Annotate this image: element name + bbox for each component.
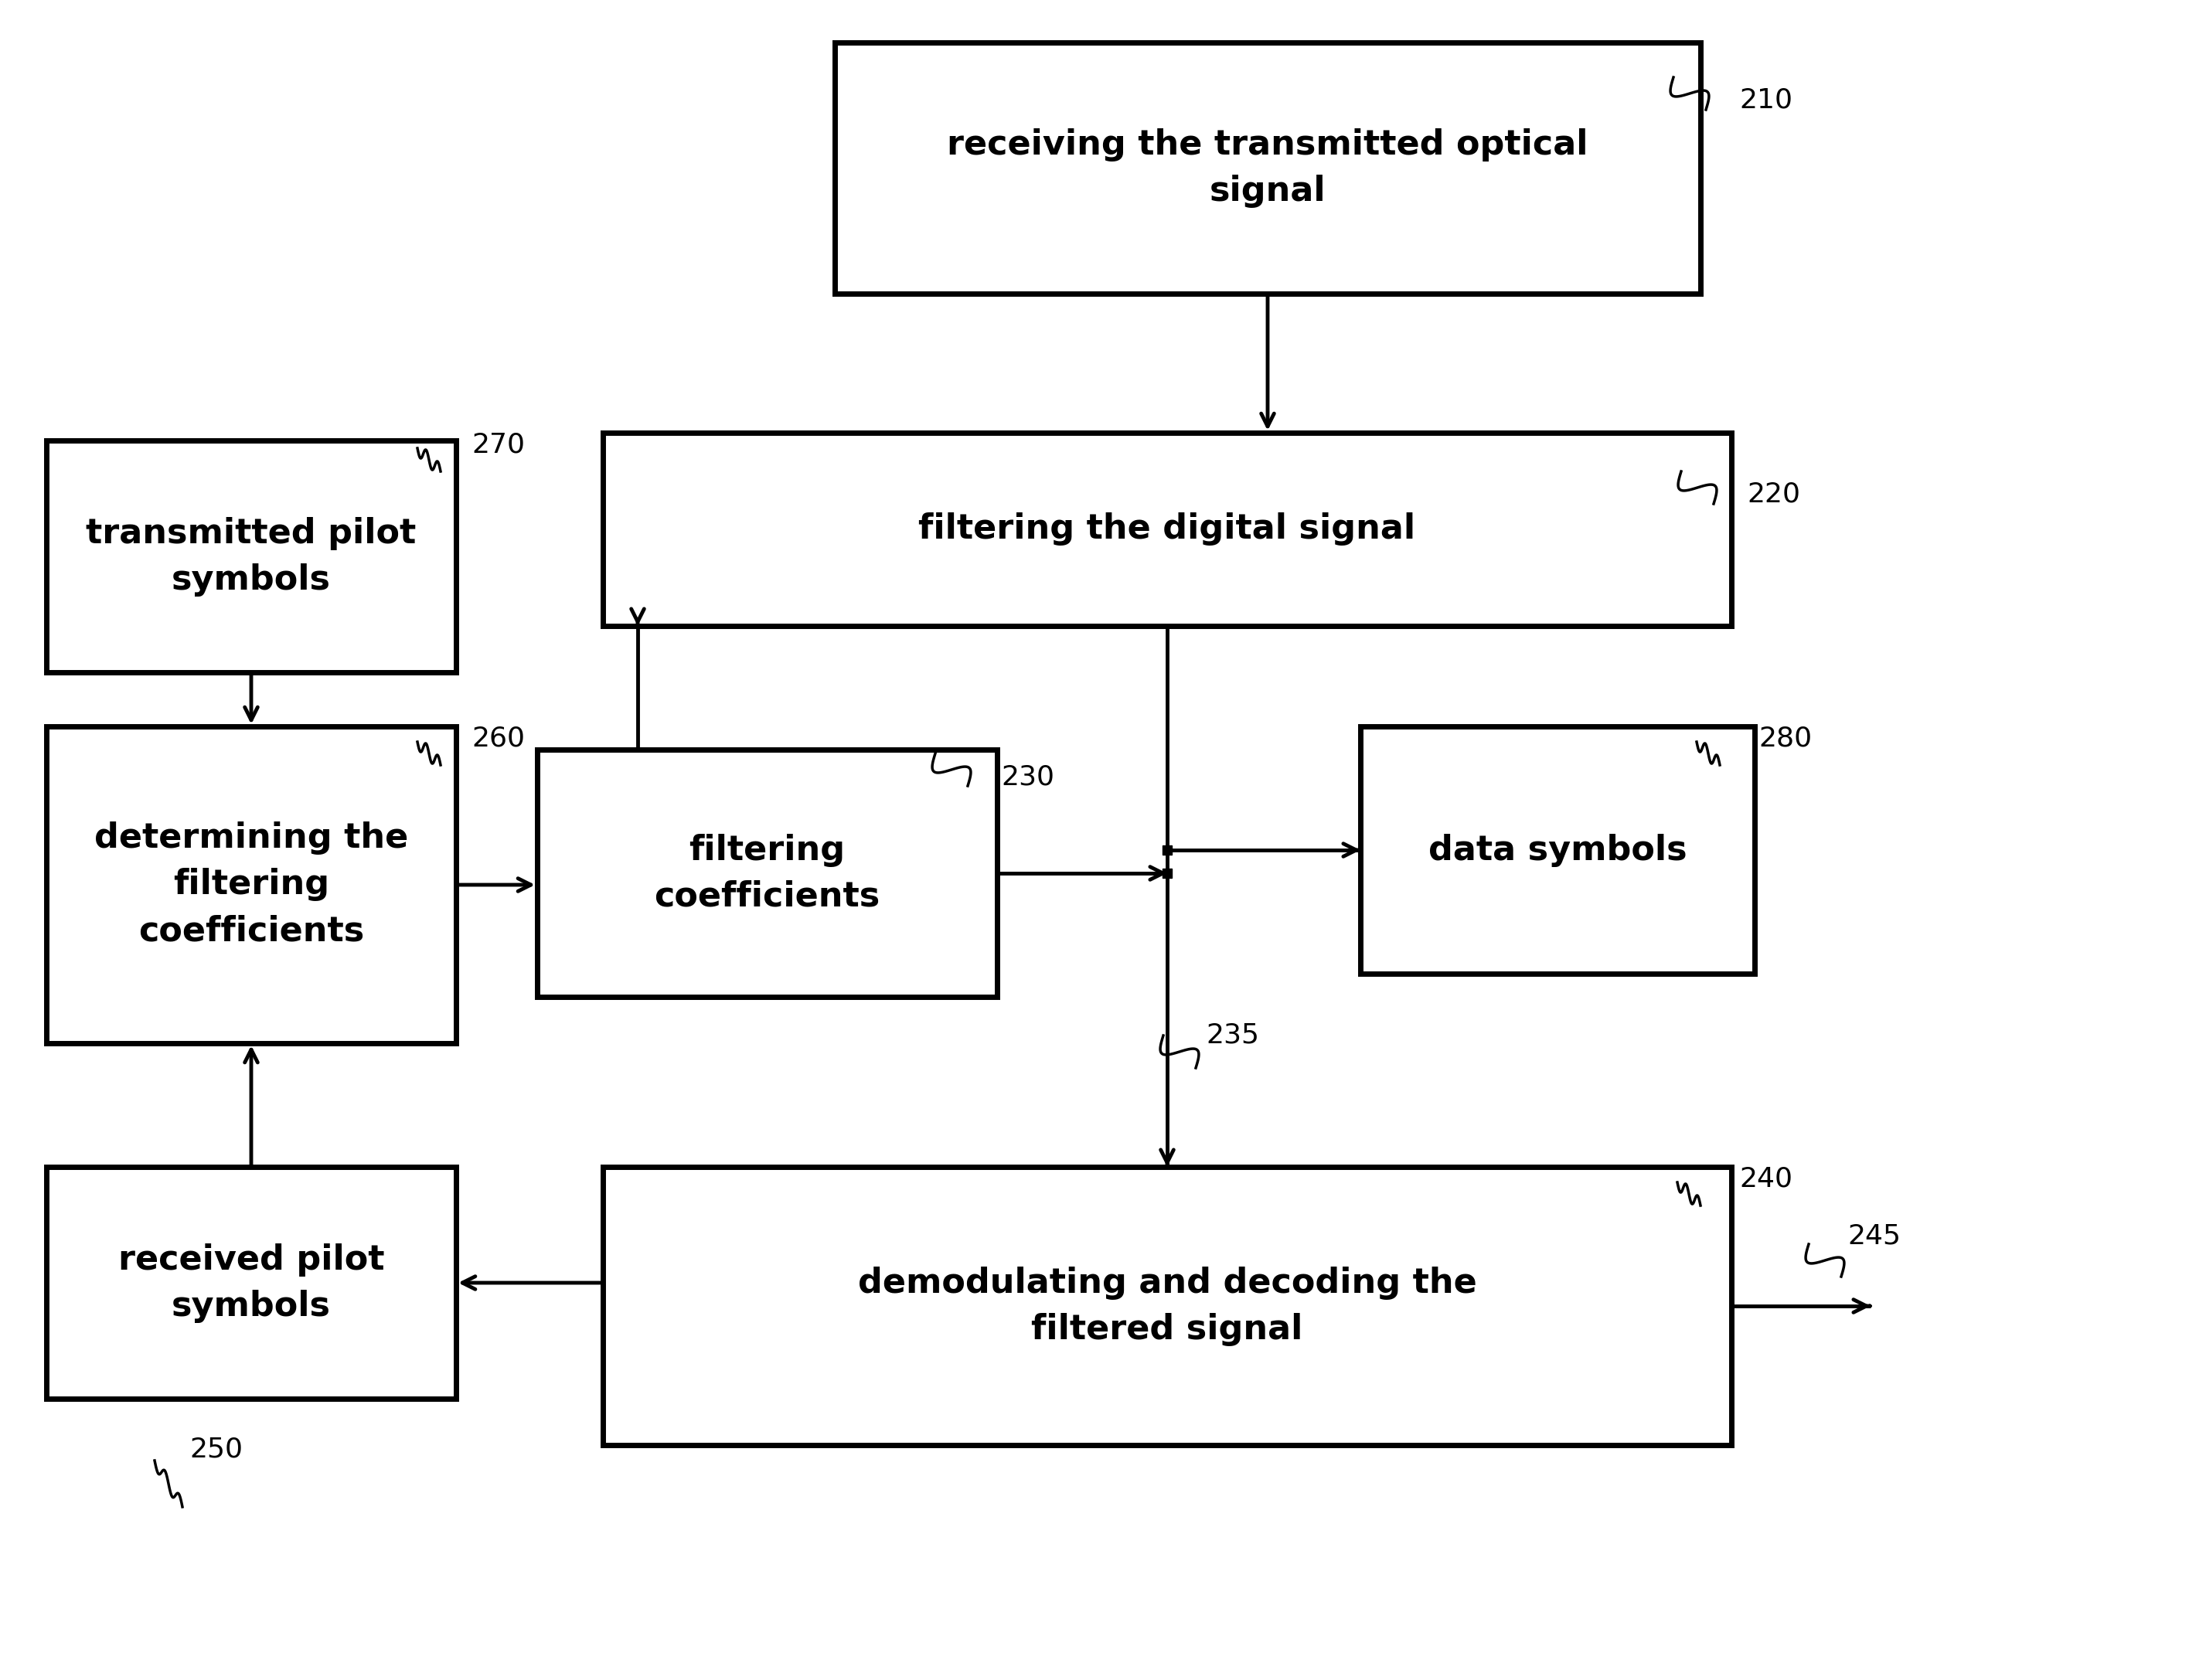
Bar: [46, 440, 455, 672]
Text: 245: 245: [1848, 1223, 1900, 1250]
Text: transmitted pilot
symbols: transmitted pilot symbols: [85, 516, 416, 596]
Text: determining the
filtering
coefficients: determining the filtering coefficients: [94, 822, 407, 948]
Text: 280: 280: [1758, 724, 1812, 751]
Text: receiving the transmitted optical
signal: receiving the transmitted optical signal: [948, 128, 1589, 208]
Text: filtering
coefficients: filtering coefficients: [655, 833, 880, 912]
Text: filtering the digital signal: filtering the digital signal: [919, 512, 1416, 546]
Bar: [602, 1168, 1731, 1445]
Text: 230: 230: [1000, 763, 1055, 790]
Text: demodulating and decoding the
filtered signal: demodulating and decoding the filtered s…: [858, 1267, 1478, 1346]
Text: 270: 270: [471, 432, 525, 457]
Text: 250: 250: [190, 1436, 243, 1462]
Text: 220: 220: [1747, 482, 1799, 507]
Bar: [536, 749, 998, 996]
Text: 240: 240: [1738, 1166, 1793, 1191]
Text: 235: 235: [1206, 1023, 1259, 1048]
Bar: [834, 42, 1701, 294]
Text: data symbols: data symbols: [1427, 833, 1688, 867]
Bar: [46, 1168, 455, 1399]
Bar: [1359, 726, 1756, 974]
Text: 260: 260: [471, 724, 525, 751]
Text: 210: 210: [1738, 87, 1793, 114]
Text: received pilot
symbols: received pilot symbols: [118, 1243, 385, 1322]
Bar: [46, 726, 455, 1043]
Bar: [602, 433, 1731, 627]
